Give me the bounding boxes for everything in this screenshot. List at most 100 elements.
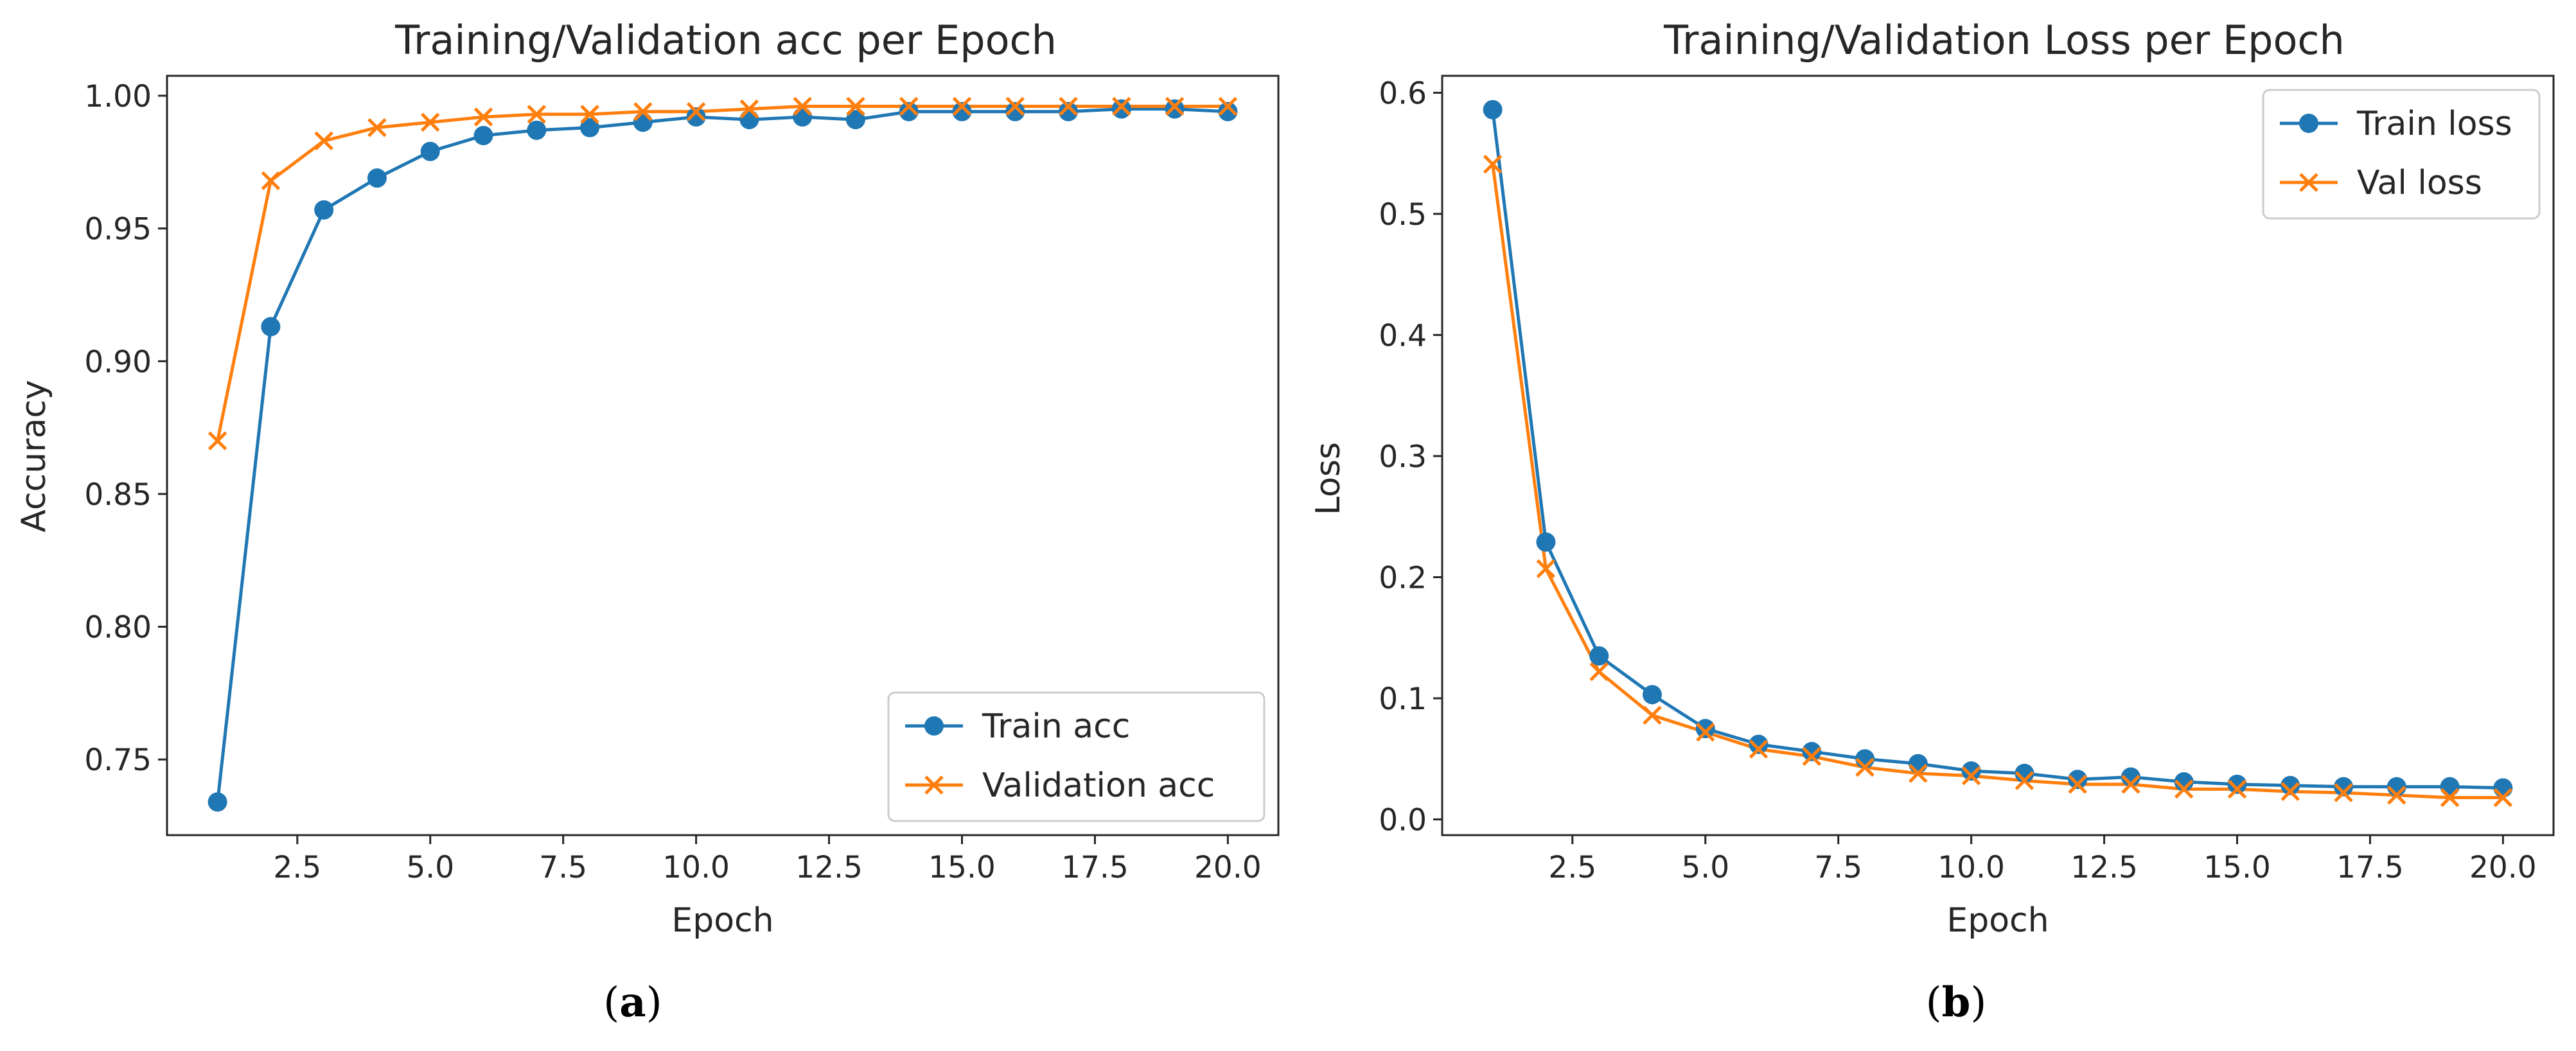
data-point xyxy=(2227,779,2247,799)
legend: Train acc Validation acc xyxy=(887,691,1266,822)
data-point xyxy=(633,102,653,121)
data-point xyxy=(686,102,706,121)
data-point xyxy=(899,96,919,116)
data-point xyxy=(2280,775,2300,795)
data-point xyxy=(420,141,440,161)
data-point xyxy=(2440,788,2460,808)
data-point xyxy=(1961,766,1981,786)
data-point xyxy=(899,102,919,121)
legend-label: Train loss xyxy=(2356,105,2512,143)
data-point xyxy=(2174,772,2194,792)
marker-stroke xyxy=(1059,96,1078,116)
y-tick-label: 1.00 xyxy=(84,79,152,114)
marker-stroke xyxy=(1855,757,1875,777)
data-point xyxy=(1695,719,1715,739)
series-line-1 xyxy=(216,105,1228,441)
legend-label: Val loss xyxy=(2357,164,2482,202)
x-tick-label: 10.0 xyxy=(662,850,730,885)
data-point xyxy=(1165,96,1185,116)
data-point xyxy=(686,107,706,127)
marker-stroke xyxy=(473,107,493,127)
data-point xyxy=(739,99,759,119)
data-point xyxy=(527,120,547,140)
data-point xyxy=(367,118,387,137)
marker-stroke xyxy=(527,105,547,124)
x-tick-label: 7.5 xyxy=(539,850,587,885)
y-tick-label: 0.75 xyxy=(84,743,152,778)
data-point xyxy=(1218,102,1238,121)
marker-stroke xyxy=(739,99,759,119)
data-point xyxy=(952,96,972,116)
data-point xyxy=(1005,96,1025,116)
marker-stroke xyxy=(633,102,653,121)
marker-stroke xyxy=(2068,775,2087,794)
accuracy-chart: Training/Validation acc per Epoch Accura… xyxy=(15,17,1280,1027)
y-tick-label: 0.90 xyxy=(84,344,152,380)
data-point xyxy=(1005,102,1025,121)
x-tick-label: 17.5 xyxy=(2336,850,2404,885)
data-point xyxy=(1802,741,1822,761)
marker-stroke xyxy=(2227,779,2247,799)
caption-letter: a xyxy=(619,978,646,1027)
marker-stroke xyxy=(207,431,227,451)
marker-stroke xyxy=(793,96,812,116)
data-point xyxy=(2334,777,2354,797)
marker-stroke xyxy=(420,112,440,132)
data-point xyxy=(1589,646,1609,666)
legend-box xyxy=(887,691,1266,822)
data-point xyxy=(1749,739,1769,759)
marker-stroke xyxy=(1589,662,1609,682)
x-axis-label: Epoch xyxy=(671,901,773,940)
x-axis-label: Epoch xyxy=(1946,901,2049,940)
x-tick-label: 2.5 xyxy=(273,850,321,885)
y-tick-label: 0.1 xyxy=(1379,682,1427,717)
x-tick-label: 5.0 xyxy=(406,850,454,885)
marker-stroke xyxy=(1536,559,1556,579)
data-point xyxy=(1059,102,1079,121)
loss-chart: Training/Validation Loss per Epoch Loss … xyxy=(1309,17,2555,1027)
data-point xyxy=(845,110,865,130)
data-point xyxy=(633,112,653,132)
chart-title: Training/Validation Loss per Epoch xyxy=(1663,17,2345,64)
data-point xyxy=(207,431,227,451)
series-markers xyxy=(1483,100,2513,808)
data-point xyxy=(1695,722,1715,742)
data-point xyxy=(1111,99,1131,119)
marker-stroke xyxy=(952,96,972,116)
marker-stroke xyxy=(1483,154,1503,174)
data-point xyxy=(527,105,547,124)
y-axis-label: Loss xyxy=(1309,442,1348,515)
series-line-1 xyxy=(1491,164,2503,800)
x-tick-label: 17.5 xyxy=(1061,850,1129,885)
marker-stroke xyxy=(2493,788,2513,808)
x-tick-label: 12.5 xyxy=(2070,850,2138,885)
data-point xyxy=(1908,754,1928,773)
marker-stroke xyxy=(2280,782,2300,801)
data-point xyxy=(261,317,281,337)
legend-label: Train acc xyxy=(982,707,1130,746)
marker-stroke xyxy=(2334,783,2353,802)
data-point xyxy=(2121,775,2140,794)
marker-stroke xyxy=(2440,788,2460,808)
data-point xyxy=(1855,757,1875,777)
legend-label: Validation acc xyxy=(982,766,1215,805)
data-point xyxy=(2068,770,2088,790)
data-point xyxy=(1112,96,1131,116)
marker-stroke xyxy=(1695,722,1715,742)
data-point xyxy=(420,112,440,132)
data-point xyxy=(1642,685,1662,705)
marker-stroke xyxy=(367,118,387,137)
x-tick-label: 20.0 xyxy=(2469,850,2537,885)
y-tick-label: 0.2 xyxy=(1379,560,1427,596)
x-tick-label: 2.5 xyxy=(1548,850,1596,885)
data-point xyxy=(2015,763,2034,783)
legend-marker xyxy=(924,716,944,736)
caption-letter: b xyxy=(1942,978,1971,1027)
y-tick-label: 0.5 xyxy=(1379,197,1427,233)
data-point xyxy=(1643,705,1662,725)
data-point xyxy=(2280,782,2300,801)
data-point xyxy=(793,96,812,116)
data-point xyxy=(2015,771,2034,790)
x-tick-label: 5.0 xyxy=(1681,850,1729,885)
